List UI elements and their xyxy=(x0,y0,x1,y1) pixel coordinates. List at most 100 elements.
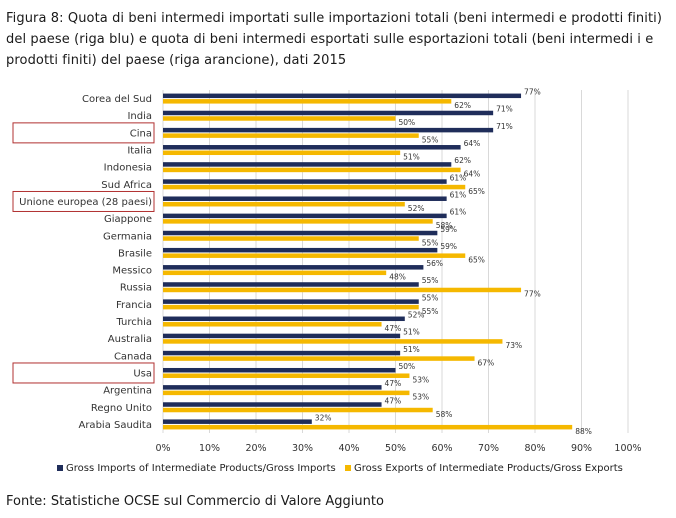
import-bar xyxy=(163,350,401,356)
export-bar xyxy=(163,339,503,344)
import-bar xyxy=(163,316,405,322)
category-label: Usa xyxy=(133,368,152,379)
import-bar xyxy=(163,110,494,116)
export-bar xyxy=(163,373,410,378)
export-bar xyxy=(163,184,466,190)
import-bar xyxy=(163,230,438,236)
import-bar xyxy=(163,127,494,133)
import-data-label: 59% xyxy=(440,242,457,251)
export-bar xyxy=(163,133,419,138)
export-data-label: 65% xyxy=(468,187,485,196)
export-data-label: 58% xyxy=(436,410,453,419)
export-bar xyxy=(163,356,475,361)
import-data-label: 56% xyxy=(426,259,443,268)
bars xyxy=(163,93,573,430)
import-bar xyxy=(163,93,522,99)
export-data-label: 88% xyxy=(575,427,592,436)
category-label: Canada xyxy=(114,351,152,362)
export-data-label: 47% xyxy=(385,324,402,333)
figure-caption: Figura 8: Quota di beni intermedi import… xyxy=(6,11,663,68)
import-data-label: 50% xyxy=(399,362,416,371)
export-bar xyxy=(163,116,396,121)
import-data-label: 61% xyxy=(450,190,467,199)
legend-label: Gross Imports of Intermediate Products/G… xyxy=(66,463,336,474)
import-data-label: 61% xyxy=(450,173,467,182)
import-bar xyxy=(163,385,382,390)
x-tick-label: 70% xyxy=(478,443,499,454)
category-label: Germania xyxy=(103,231,152,242)
x-tick-label: 20% xyxy=(245,443,266,454)
highlight-box xyxy=(12,362,155,384)
x-tick-label: 50% xyxy=(385,443,406,454)
export-data-label: 51% xyxy=(403,153,420,162)
category-label: Australia xyxy=(108,334,152,345)
category-label: Unione europea (28 paesi) xyxy=(19,197,152,208)
export-data-label: 73% xyxy=(505,341,522,350)
export-data-label: 55% xyxy=(422,307,439,316)
x-tick-label: 80% xyxy=(524,443,545,454)
import-data-label: 61% xyxy=(450,208,467,217)
export-data-label: 58% xyxy=(436,221,453,230)
category-label: Messico xyxy=(112,266,152,277)
category-label: Argentina xyxy=(103,386,152,397)
export-bar xyxy=(163,287,522,293)
import-bar xyxy=(163,145,461,150)
export-data-label: 50% xyxy=(399,118,416,127)
export-data-label: 64% xyxy=(464,170,481,179)
import-bar xyxy=(163,196,447,201)
export-bar xyxy=(163,201,405,207)
export-data-label: 52% xyxy=(408,204,425,213)
import-bar xyxy=(163,402,382,407)
import-data-label: 32% xyxy=(315,413,332,422)
category-label: Indonesia xyxy=(104,163,152,174)
import-bar xyxy=(163,265,424,270)
category-label: India xyxy=(127,111,152,122)
export-data-label: 77% xyxy=(524,290,541,299)
x-tick-label: 40% xyxy=(338,443,359,454)
x-tick-label: 60% xyxy=(431,443,452,454)
highlight-box xyxy=(12,122,155,144)
export-bar xyxy=(163,407,433,413)
import-data-label: 51% xyxy=(403,328,420,337)
export-data-label: 55% xyxy=(422,238,439,247)
export-data-label: 65% xyxy=(468,255,485,264)
export-data-label: 48% xyxy=(389,273,406,282)
category-label: Arabia Saudita xyxy=(78,420,152,431)
import-bar xyxy=(163,247,438,253)
export-bar xyxy=(163,99,452,104)
source-note: Fonte: Statistiche OCSE sul Commercio di… xyxy=(6,494,384,509)
category-label: Sud Africa xyxy=(101,180,152,191)
category-label: Cina xyxy=(130,128,152,139)
export-bar xyxy=(163,236,419,241)
import-data-label: 64% xyxy=(464,139,481,148)
category-label: Regno Unito xyxy=(91,403,152,414)
export-bar xyxy=(163,219,433,224)
legend-swatch xyxy=(345,465,351,471)
category-label: Russia xyxy=(120,283,152,294)
import-data-label: 71% xyxy=(496,105,513,114)
x-tick-label: 0% xyxy=(155,443,170,454)
export-bar xyxy=(163,167,461,173)
import-bar xyxy=(163,333,401,339)
category-label: Turchia xyxy=(115,317,152,328)
export-bar xyxy=(163,270,387,276)
export-data-label: 53% xyxy=(412,393,429,402)
highlight-box xyxy=(12,190,155,212)
category-label: Corea del Sud xyxy=(82,94,152,105)
legend-swatch xyxy=(57,465,63,471)
highlight-boxes xyxy=(12,122,155,384)
import-data-label: 59% xyxy=(440,225,457,234)
export-bar xyxy=(163,304,419,310)
category-label: Giappone xyxy=(104,214,152,225)
import-data-label: 77% xyxy=(524,88,541,97)
export-data-label: 55% xyxy=(422,135,439,144)
x-tick-label: 10% xyxy=(199,443,220,454)
import-bar xyxy=(163,162,452,167)
export-bar xyxy=(163,322,382,327)
export-bar xyxy=(163,424,573,430)
import-data-label: 47% xyxy=(385,379,402,388)
import-data-label: 52% xyxy=(408,311,425,320)
export-data-label: 67% xyxy=(478,358,495,367)
x-tick-label: 30% xyxy=(292,443,313,454)
labels: 0% 10% 20% 30% 40% 50% 60% 70% 80% 90% 100% Corea d… xyxy=(19,88,641,454)
